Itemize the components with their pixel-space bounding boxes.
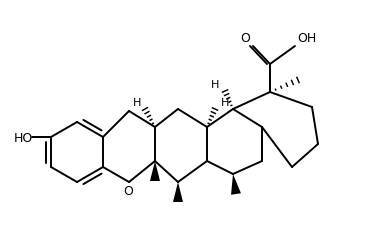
Text: O: O: [240, 32, 250, 45]
Text: OH: OH: [297, 32, 316, 45]
Text: H: H: [133, 97, 141, 108]
Text: O: O: [123, 185, 133, 198]
Polygon shape: [173, 182, 183, 202]
Text: H: H: [221, 97, 229, 108]
Polygon shape: [231, 174, 241, 195]
Polygon shape: [150, 161, 160, 181]
Text: HO: HO: [14, 131, 33, 144]
Text: H: H: [210, 80, 219, 90]
